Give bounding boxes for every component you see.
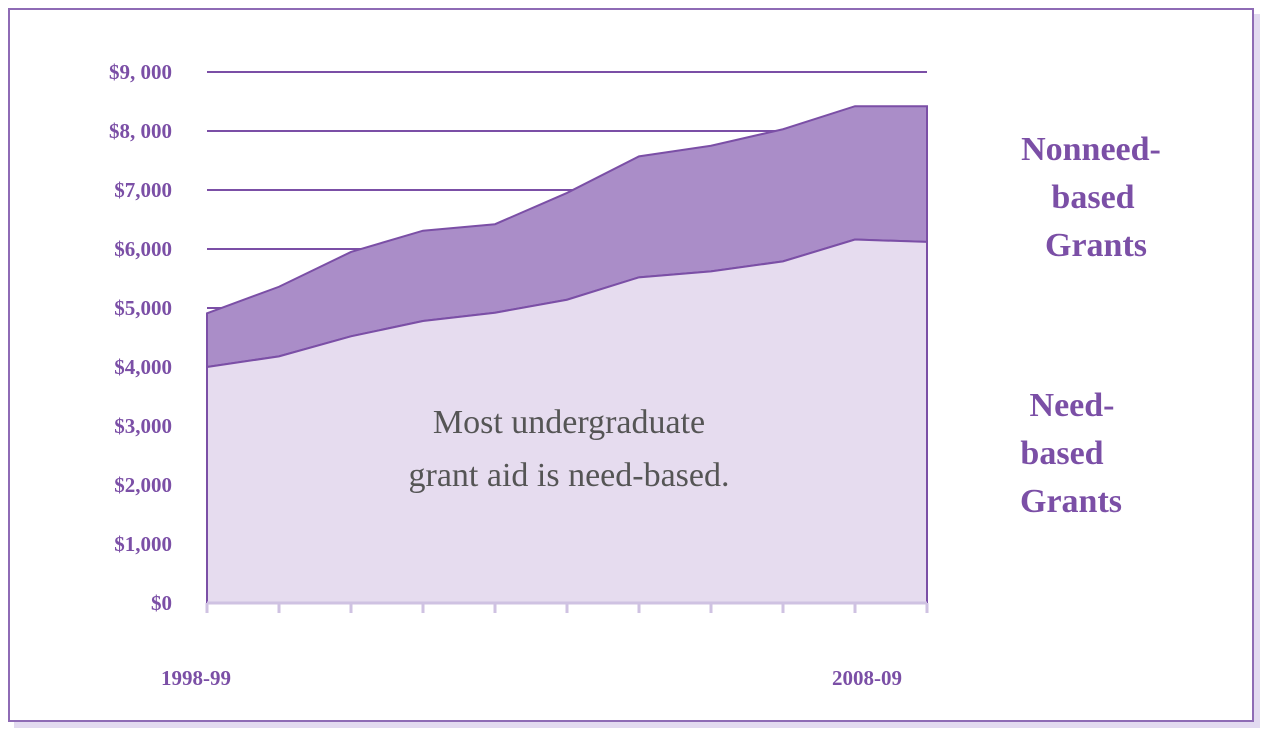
y-tick-label: $9, 000 xyxy=(109,60,172,84)
annotation-line-1: Most undergraduate xyxy=(433,404,705,441)
x-axis xyxy=(205,601,929,613)
series-label-nonneed-line-1: Nonneed- xyxy=(1021,131,1161,168)
x-label-end: 2008-09 xyxy=(832,666,902,690)
frame-shadow-bottom xyxy=(14,722,1260,728)
frame-shadow-right xyxy=(1254,14,1260,726)
y-tick-label: $4,000 xyxy=(114,355,172,379)
y-tick-label: $6,000 xyxy=(114,237,172,261)
y-tick-label: $2,000 xyxy=(114,473,172,497)
y-tick-label: $8, 000 xyxy=(109,119,172,143)
y-axis-tick-labels: $0 $1,000 $2,000 $3,000 $4,000 $5,000 $6,000 $7… xyxy=(109,60,172,615)
series-label-need-line-2: based xyxy=(1020,435,1103,472)
y-tick-label: $0 xyxy=(151,591,172,615)
y-tick-label: $1,000 xyxy=(114,532,172,556)
y-tick-label: $7,000 xyxy=(114,178,172,202)
series-label-need-line-3: Grants xyxy=(1020,483,1122,520)
y-tick-label: $5,000 xyxy=(114,296,172,320)
x-label-start: 1998-99 xyxy=(161,666,231,690)
series-areas xyxy=(206,105,928,604)
y-tick-label: $3,000 xyxy=(114,414,172,438)
area-need-based xyxy=(206,238,928,604)
series-label-need-line-1: Need- xyxy=(1030,387,1115,424)
series-label-nonneed-line-2: based xyxy=(1051,179,1134,216)
series-label-nonneed-line-3: Grants xyxy=(1045,227,1147,264)
annotation-line-2: grant aid is need-based. xyxy=(409,457,730,494)
